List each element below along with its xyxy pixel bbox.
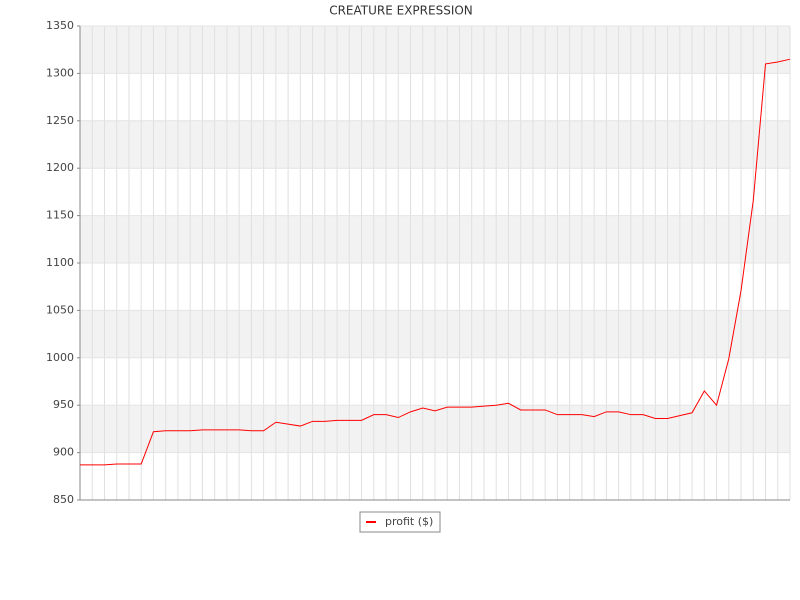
y-tick-label: 1300 xyxy=(46,66,74,79)
y-tick-label: 1050 xyxy=(46,303,74,316)
y-tick-label: 900 xyxy=(53,446,74,459)
y-tick-label: 1150 xyxy=(46,209,74,222)
y-tick-label: 850 xyxy=(53,493,74,506)
data-line xyxy=(80,58,791,466)
legend-label: profit ($) xyxy=(385,515,433,528)
y-tick-label: 1200 xyxy=(46,161,74,174)
y-tick-label: 1250 xyxy=(46,114,74,127)
legend-box xyxy=(359,511,441,533)
chart-title: CREATURE EXPRESSION xyxy=(329,4,473,18)
y-tick-label: 950 xyxy=(53,398,74,411)
y-tick-label: 1100 xyxy=(46,256,74,269)
legend: profit ($) xyxy=(359,511,441,533)
y-tick-label: 1350 xyxy=(46,19,74,32)
y-tick-label: 1000 xyxy=(46,351,74,364)
